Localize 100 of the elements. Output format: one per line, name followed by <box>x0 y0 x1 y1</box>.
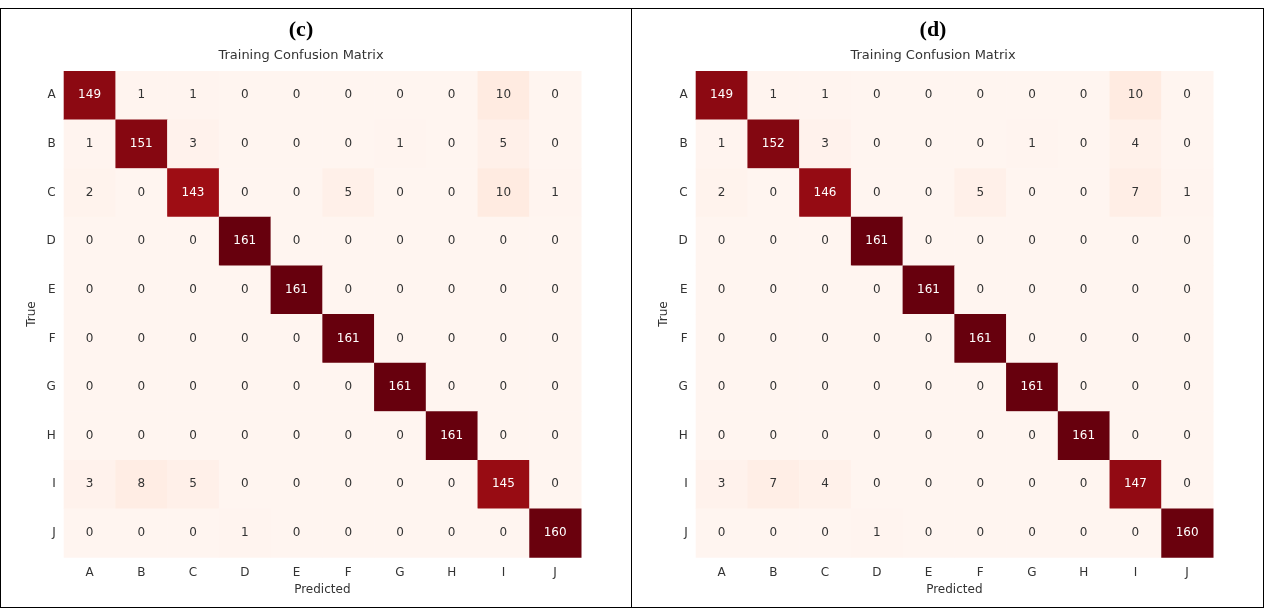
data-label: 0 <box>1079 330 1087 345</box>
data-label: 0 <box>1079 136 1087 151</box>
y-tick-label: D <box>677 233 688 248</box>
data-label: 7 <box>1131 184 1139 199</box>
data-label: 0 <box>396 184 404 199</box>
data-label: 0 <box>1182 136 1191 151</box>
data-label: 0 <box>189 281 197 296</box>
x-tick-label: B <box>137 564 146 579</box>
data-label: 151 <box>129 136 153 151</box>
data-label: 1 <box>1027 136 1036 151</box>
data-label: 161 <box>233 233 257 248</box>
data-label: 0 <box>717 233 725 248</box>
y-axis-title: True <box>24 301 39 328</box>
y-tick-label: F <box>48 330 56 345</box>
data-label: 0 <box>240 184 249 199</box>
y-tick-label: A <box>678 87 688 102</box>
data-label: 0 <box>924 233 932 248</box>
y-tick-label: J <box>51 525 56 540</box>
data-label: 0 <box>768 330 777 345</box>
data-label: 0 <box>975 379 984 394</box>
data-label: 10 <box>495 87 512 102</box>
data-label: 0 <box>137 427 146 442</box>
data-label: 0 <box>447 476 456 491</box>
x-tick-label: J <box>1183 564 1189 579</box>
x-tick-label: E <box>924 564 932 579</box>
data-label: 160 <box>543 525 567 540</box>
data-label: 0 <box>1027 87 1036 102</box>
data-label: 0 <box>551 427 559 442</box>
data-label: 0 <box>768 379 777 394</box>
data-label: 8 <box>137 476 146 491</box>
data-label: 0 <box>768 427 777 442</box>
x-tick-label: G <box>1026 564 1037 579</box>
data-label: 0 <box>975 233 984 248</box>
chart-subtitle: Training Confusion Matrix <box>217 46 384 62</box>
data-label: 0 <box>924 525 932 540</box>
data-label: 0 <box>1079 476 1087 491</box>
y-tick-label: F <box>680 330 688 345</box>
data-label: 0 <box>344 281 353 296</box>
data-label: 4 <box>820 476 829 491</box>
data-label: 0 <box>447 184 456 199</box>
data-label: 0 <box>396 476 404 491</box>
x-tick-label: I <box>501 564 506 579</box>
y-axis-title: True <box>655 301 670 328</box>
data-label: 0 <box>1131 330 1139 345</box>
data-label: 0 <box>975 427 984 442</box>
chart-title: (d) <box>919 15 946 41</box>
data-label: 0 <box>292 233 301 248</box>
data-label: 161 <box>388 379 412 394</box>
data-label: 0 <box>137 184 146 199</box>
data-label: 0 <box>1079 184 1087 199</box>
data-label: 0 <box>551 476 559 491</box>
data-label: 1 <box>768 87 777 102</box>
data-label: 0 <box>1182 476 1191 491</box>
data-label: 0 <box>240 330 249 345</box>
data-label: 5 <box>499 136 508 151</box>
data-label: 0 <box>292 379 301 394</box>
data-label: 0 <box>768 525 777 540</box>
data-label: 147 <box>1123 476 1147 491</box>
data-label: 1 <box>240 525 249 540</box>
data-label: 0 <box>872 427 881 442</box>
data-label: 152 <box>761 136 785 151</box>
data-label: 0 <box>717 281 725 296</box>
data-label: 0 <box>240 281 249 296</box>
data-label: 0 <box>240 87 249 102</box>
data-label: 0 <box>975 476 984 491</box>
data-label: 0 <box>1182 281 1191 296</box>
data-label: 0 <box>872 136 881 151</box>
data-label: 0 <box>292 427 301 442</box>
data-label: 0 <box>924 184 932 199</box>
data-label: 0 <box>872 330 881 345</box>
data-label: 0 <box>1182 427 1191 442</box>
x-tick-label: F <box>344 564 352 579</box>
data-label: 0 <box>1182 87 1191 102</box>
data-label: 0 <box>344 476 353 491</box>
data-label: 0 <box>240 427 249 442</box>
data-label: 0 <box>872 184 881 199</box>
y-tick-label: D <box>46 233 56 248</box>
data-label: 3 <box>85 476 94 491</box>
data-label: 0 <box>1131 281 1139 296</box>
data-label: 0 <box>292 184 301 199</box>
y-tick-label: I <box>52 476 56 491</box>
data-label: 0 <box>137 379 146 394</box>
x-tick-label: C <box>188 564 198 579</box>
data-label: 0 <box>975 87 984 102</box>
data-label: 0 <box>499 233 508 248</box>
chart-subtitle: Training Confusion Matrix <box>848 46 1016 62</box>
data-label: 0 <box>1027 476 1036 491</box>
data-label: 0 <box>1027 184 1036 199</box>
data-label: 0 <box>1131 525 1139 540</box>
data-label: 0 <box>396 281 404 296</box>
data-label: 0 <box>396 233 404 248</box>
data-label: 161 <box>916 281 940 296</box>
data-label: 0 <box>137 233 146 248</box>
y-tick-label: C <box>678 184 688 199</box>
data-label: 1 <box>189 87 197 102</box>
data-label: 0 <box>820 330 829 345</box>
data-label: 0 <box>820 233 829 248</box>
data-label: 0 <box>85 233 94 248</box>
data-label: 0 <box>1182 330 1191 345</box>
data-label: 0 <box>717 330 725 345</box>
